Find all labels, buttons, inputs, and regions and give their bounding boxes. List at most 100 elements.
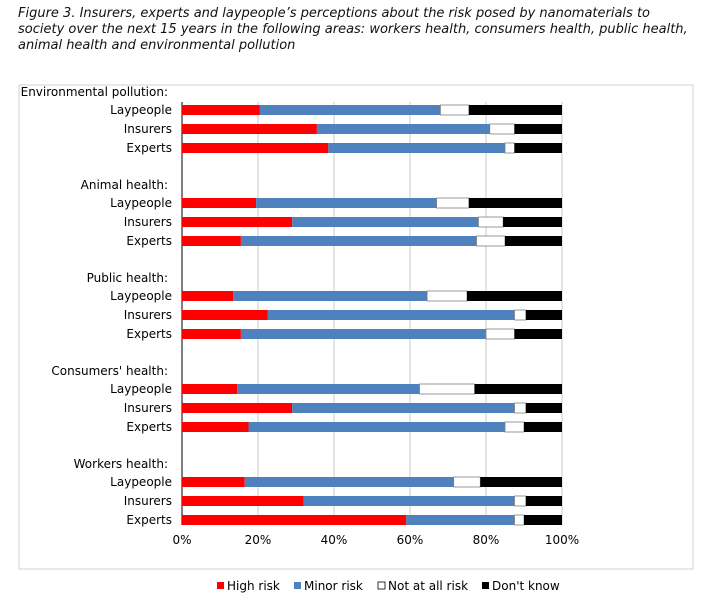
legend-label: Minor risk	[304, 579, 363, 593]
legend-swatch	[482, 582, 489, 589]
x-tick-label: 20%	[245, 533, 272, 547]
bar-segment	[303, 496, 515, 506]
legend-swatch	[217, 582, 224, 589]
bar-segment	[504, 421, 525, 433]
bar-segment	[406, 515, 515, 525]
bar-segment	[233, 291, 428, 301]
bar-segment	[182, 329, 241, 339]
bar-segment	[480, 477, 562, 487]
bar-segment	[468, 105, 562, 115]
group-label: Workers health:	[74, 457, 168, 471]
legend-swatch	[377, 581, 386, 590]
row-label: Laypeople	[110, 475, 172, 489]
legend-label: Not at all risk	[388, 579, 468, 593]
x-tick-label: 0%	[172, 533, 191, 547]
group-label: Public health:	[87, 271, 168, 285]
bar-segment	[525, 496, 562, 506]
bar-segment	[182, 310, 268, 320]
group-label: Consumers' health:	[51, 364, 168, 378]
row-label: Experts	[126, 327, 172, 341]
bar-segment	[514, 143, 562, 153]
bar-segment	[503, 217, 562, 227]
bar-segment	[292, 403, 515, 413]
bar-segment	[505, 236, 562, 246]
figure-caption: Figure 3. Insurers, experts and laypeopl…	[18, 6, 688, 53]
bar-segment	[182, 105, 260, 115]
bar-segment	[240, 329, 486, 339]
row-label: Laypeople	[110, 289, 172, 303]
bar-segment	[504, 142, 515, 154]
bar-segment	[267, 310, 515, 320]
x-axis-ticks: 0% 20% 40% 60% 80% 100%	[172, 533, 579, 547]
bar-segment	[182, 124, 317, 134]
bar-segment	[244, 477, 454, 487]
bar-segment	[476, 235, 506, 247]
bar-segment	[182, 217, 293, 227]
group-label: Environmental pollution:	[21, 85, 168, 99]
plot-frame	[18, 84, 694, 570]
bar-segment	[182, 403, 293, 413]
bar-segment	[182, 496, 304, 506]
row-label: Experts	[126, 234, 172, 248]
bar-segment	[182, 422, 249, 432]
bar-segment	[256, 198, 437, 208]
x-tick-label: 100%	[545, 533, 579, 547]
bar-segment	[182, 477, 245, 487]
x-tick-label: 80%	[473, 533, 500, 547]
x-tick-label: 40%	[321, 533, 348, 547]
row-label: Laypeople	[110, 196, 172, 210]
bar-segment	[182, 236, 241, 246]
bar-segment	[485, 328, 515, 340]
bar-segment	[316, 124, 490, 134]
bar-segment	[514, 495, 527, 507]
bar-segment	[436, 197, 470, 209]
bar-segment	[292, 217, 479, 227]
bar-segment	[240, 236, 477, 246]
row-label: Insurers	[124, 122, 172, 136]
bar-segment	[467, 291, 562, 301]
bar-segment	[514, 514, 525, 526]
legend-label: Don't know	[492, 579, 560, 593]
row-label: Insurers	[124, 401, 172, 415]
bar-segment	[514, 124, 562, 134]
bar-segment	[525, 310, 562, 320]
bar-segment	[453, 476, 481, 488]
bar-segment	[439, 104, 470, 116]
bar-segment	[182, 198, 257, 208]
row-label: Insurers	[124, 494, 172, 508]
bar-segment	[524, 422, 562, 432]
bar-segment	[468, 198, 562, 208]
bar-segment	[419, 383, 475, 395]
bar-segment	[525, 403, 562, 413]
bar-segment	[524, 515, 562, 525]
group-label: Animal health:	[81, 178, 168, 192]
row-label: Experts	[126, 141, 172, 155]
bar-segment	[489, 123, 515, 135]
bar-segment	[514, 329, 562, 339]
row-label: Experts	[126, 420, 172, 434]
bar-segment	[259, 105, 441, 115]
bars	[182, 104, 562, 526]
row-label: Experts	[126, 513, 172, 527]
bar-segment	[237, 384, 420, 394]
row-label: Insurers	[124, 308, 172, 322]
x-tick-label: 60%	[397, 533, 424, 547]
row-label: Laypeople	[110, 382, 172, 396]
bar-segment	[474, 384, 562, 394]
bar-segment	[182, 143, 329, 153]
bar-segment	[182, 384, 238, 394]
legend: High risk Minor risk Not at all risk Don't …	[217, 579, 560, 593]
category-labels: Environmental pollution: Laypeople Insurer…	[21, 85, 172, 527]
bar-segment	[477, 216, 504, 228]
bar-segment	[426, 290, 468, 302]
bar-segment	[182, 291, 234, 301]
bar-segment	[248, 422, 505, 432]
bar-segment	[514, 309, 527, 321]
legend-swatch	[294, 582, 301, 589]
legend-label: High risk	[227, 579, 280, 593]
row-label: Laypeople	[110, 103, 172, 117]
row-label: Insurers	[124, 215, 172, 229]
bar-segment	[514, 402, 527, 414]
bar-segment	[182, 515, 407, 525]
